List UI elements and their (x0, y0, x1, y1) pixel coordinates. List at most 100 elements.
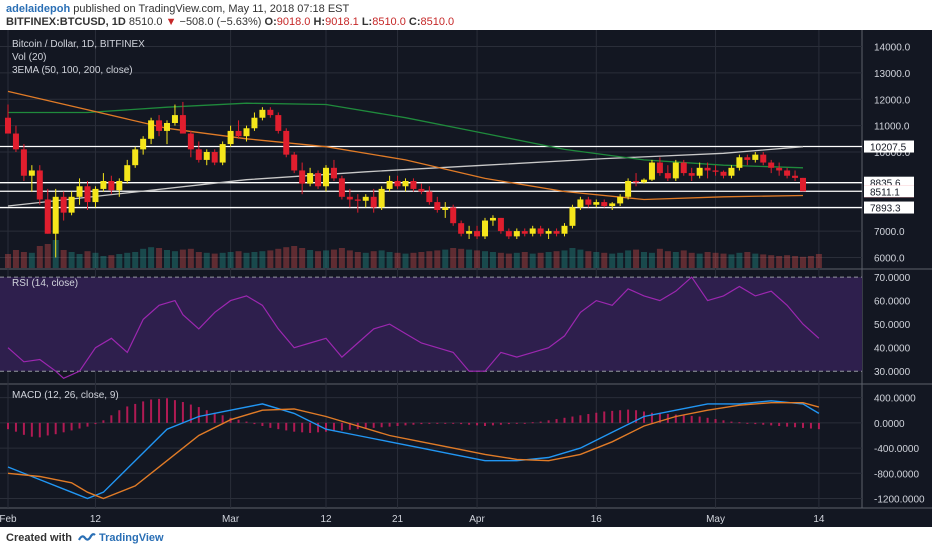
macd-histogram-bar (7, 422, 9, 430)
signal-line (7, 402, 820, 500)
author-link[interactable]: adelaidepoh (6, 3, 71, 15)
candle-body (489, 217, 496, 221)
macd-histogram-bar (325, 422, 327, 432)
volume-bar (148, 247, 155, 268)
footer: Created with TradingView (0, 527, 932, 550)
publish-info: adelaidepoh published on TradingView.com… (6, 3, 349, 15)
volume-bar (807, 256, 814, 268)
close-value: 8510.0 (420, 16, 455, 28)
macd-histogram-bar (476, 422, 479, 426)
volume-bar (283, 247, 290, 268)
time-tick-label: 14 (813, 514, 825, 525)
macd-tick-label: -1200.0000 (874, 495, 925, 506)
macd-histogram-bar (730, 421, 733, 423)
macd-histogram-bar (658, 413, 661, 423)
candle-body (744, 157, 751, 160)
price-tick-label: 12000.0 (874, 95, 911, 106)
volume-bar (362, 252, 369, 268)
macd-histogram-bar (30, 422, 33, 437)
rsi-tick-label: 70.0000 (874, 273, 911, 284)
candle-body (291, 154, 298, 171)
macd-histogram-bar (682, 415, 685, 423)
price-axis[interactable]: 14000.0 13000.0 12000.0 11000.0 10000.0 7000.… (864, 43, 925, 506)
volume-bar (521, 252, 528, 268)
price-label-box (864, 185, 914, 198)
volume-bar (370, 251, 377, 268)
candle-body (52, 196, 59, 234)
candle-body (84, 186, 91, 203)
volume-bar (434, 250, 441, 268)
volume-bar (410, 252, 417, 268)
time-tick-label: Mar (222, 514, 240, 525)
candle-body (625, 181, 632, 197)
price-pane[interactable] (0, 90, 862, 268)
volume-bar (458, 248, 465, 268)
candle-body (601, 202, 608, 207)
volume-bar (625, 250, 632, 268)
time-tick-label: 12 (320, 514, 332, 525)
macd-histogram-bar (428, 422, 431, 424)
candle-body (497, 217, 504, 232)
volume-bar (633, 249, 640, 268)
publish-header: adelaidepoh published on TradingView.com… (0, 0, 932, 30)
volume-bar (386, 252, 393, 268)
candle-body (641, 179, 647, 183)
price-label-box (864, 201, 914, 214)
volume-bar (187, 248, 194, 268)
macd-histogram-bar (38, 422, 41, 438)
candle-body (370, 196, 377, 208)
candle-body (434, 202, 441, 210)
volume-bar (426, 251, 433, 268)
macd-histogram-bar (770, 422, 773, 426)
candle-body (545, 231, 552, 234)
volume-bar (330, 249, 337, 268)
volume-bar (164, 250, 170, 268)
candle-body (513, 231, 520, 237)
candle-body (164, 123, 170, 131)
candle-body (76, 186, 83, 197)
macd-histogram-bar (499, 422, 502, 425)
time-axis[interactable]: Feb 12 Mar 12 21 Apr 16 May 14 (0, 514, 825, 525)
volume-bar (474, 250, 481, 268)
candle-body (362, 196, 369, 201)
volume-bar (219, 252, 226, 268)
volume-bar (76, 254, 83, 268)
candle-body (736, 157, 743, 168)
published-text: published on TradingView.com, May 11, 20… (73, 3, 350, 15)
chart-canvas[interactable]: Feb 12 Mar 12 21 Apr 16 May 14 14000.0 13000.0 120… (0, 30, 932, 527)
macd-histogram-bar (118, 410, 121, 423)
macd-pane[interactable] (7, 398, 820, 500)
candle-body (275, 115, 282, 131)
macd-histogram-bar (245, 421, 248, 423)
time-tick-label: Apr (469, 514, 485, 525)
candle-body (12, 133, 19, 150)
macd-histogram-bar (134, 403, 137, 423)
candle-body (124, 165, 131, 181)
volume-bar (179, 249, 186, 268)
high-label: H: (313, 16, 326, 28)
candle-body (776, 167, 783, 171)
candle-body (696, 167, 703, 176)
ema50-line (7, 90, 804, 201)
macd-histogram-bar (698, 416, 701, 423)
candle-body (92, 188, 99, 203)
volume-bar (354, 252, 361, 268)
macd-pane-title: MACD (12, 26, close, 9) (12, 390, 119, 401)
macd-histogram-bar (786, 422, 789, 427)
tradingview-link[interactable]: TradingView (99, 532, 164, 544)
time-tick-label: May (706, 514, 725, 525)
candle-body (330, 167, 337, 179)
volume-bar (529, 253, 536, 268)
volume-bar (585, 251, 592, 268)
candle-body (299, 170, 306, 184)
candle-body (338, 178, 345, 197)
volume-bar (497, 252, 504, 268)
volume-bar (561, 250, 568, 268)
candle-body (704, 167, 711, 171)
macd-histogram-bar (388, 422, 391, 427)
candle-body (458, 223, 465, 234)
rsi-pane[interactable] (0, 276, 862, 380)
time-tick-label: 16 (591, 514, 603, 525)
price-label: 7893.3 (870, 204, 901, 215)
volume-bar (211, 253, 218, 268)
